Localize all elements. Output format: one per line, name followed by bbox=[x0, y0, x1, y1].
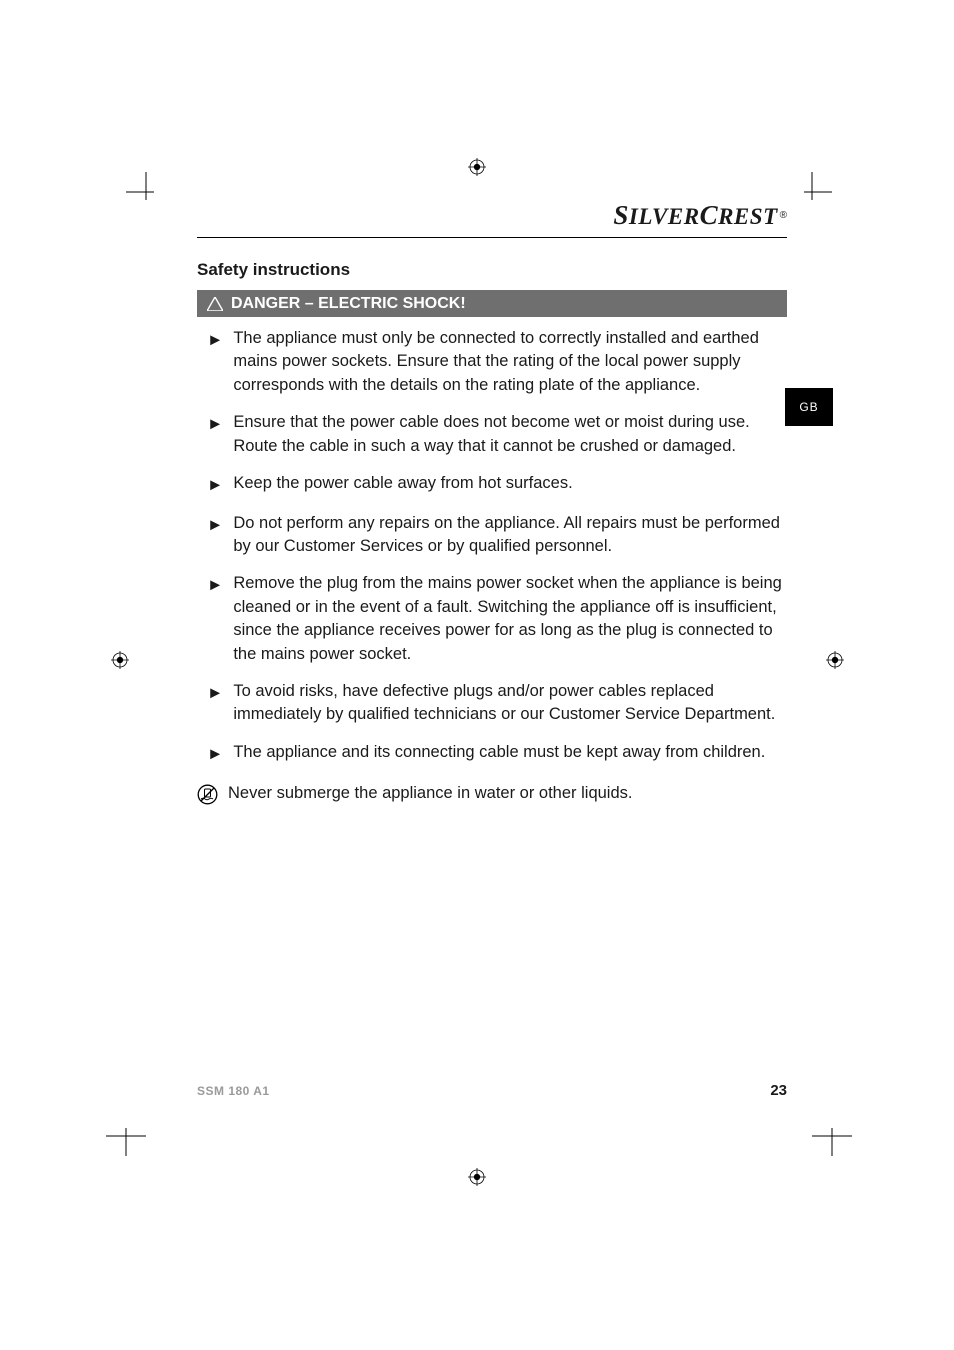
page-footer: SSM 180 A1 23 bbox=[197, 1082, 787, 1099]
bullet-text: Remove the plug from the mains power soc… bbox=[233, 572, 787, 666]
language-tab-label: GB bbox=[799, 400, 818, 414]
bullet-list: ► The appliance must only be connected t… bbox=[197, 327, 787, 766]
bullet-text: Ensure that the power cable does not bec… bbox=[233, 411, 787, 458]
bullet-marker-icon: ► bbox=[207, 741, 223, 766]
bullet-marker-icon: ► bbox=[207, 472, 223, 497]
danger-bar: DANGER – ELECTRIC SHOCK! bbox=[197, 290, 787, 317]
content-area: SILVERCREST® Safety instructions DANGER … bbox=[197, 200, 787, 806]
list-item: ► The appliance must only be connected t… bbox=[197, 327, 787, 397]
list-item: ► Ensure that the power cable does not b… bbox=[197, 411, 787, 458]
registration-mark-icon bbox=[468, 158, 486, 176]
danger-label: DANGER – ELECTRIC SHOCK! bbox=[231, 295, 466, 313]
list-item: ► Remove the plug from the mains power s… bbox=[197, 572, 787, 666]
crop-mark-icon bbox=[812, 1116, 852, 1156]
no-submerge-text: Never submerge the appliance in water or… bbox=[228, 782, 632, 805]
registered-mark-icon: ® bbox=[780, 210, 787, 221]
bullet-marker-icon: ► bbox=[207, 512, 223, 559]
list-item: ► To avoid risks, have defective plugs a… bbox=[197, 680, 787, 727]
list-item: ► Keep the power cable away from hot sur… bbox=[197, 472, 787, 497]
bullet-text: To avoid risks, have defective plugs and… bbox=[233, 680, 787, 727]
model-number: SSM 180 A1 bbox=[197, 1084, 270, 1098]
brand-logo: SILVERCREST® bbox=[197, 200, 787, 231]
bullet-text: Keep the power cable away from hot surfa… bbox=[233, 472, 787, 497]
crop-mark-icon bbox=[792, 172, 832, 212]
no-submerge-icon bbox=[197, 784, 218, 805]
bullet-text: The appliance must only be connected to … bbox=[233, 327, 787, 397]
list-item: ► Do not perform any repairs on the appl… bbox=[197, 512, 787, 559]
language-tab: GB bbox=[785, 388, 833, 426]
bullet-marker-icon: ► bbox=[207, 572, 223, 666]
registration-mark-icon bbox=[468, 1168, 486, 1186]
page-root: GB SILVERCREST® Safety instructions DANG… bbox=[0, 0, 954, 1350]
no-submerge-row: Never submerge the appliance in water or… bbox=[197, 782, 787, 805]
bullet-marker-icon: ► bbox=[207, 327, 223, 397]
bullet-text: The appliance and its connecting cable m… bbox=[233, 741, 787, 766]
crop-mark-icon bbox=[106, 1116, 146, 1156]
bullet-marker-icon: ► bbox=[207, 680, 223, 727]
header-rule bbox=[197, 237, 787, 238]
list-item: ► The appliance and its connecting cable… bbox=[197, 741, 787, 766]
brand-name: SILVERCREST bbox=[613, 204, 777, 229]
bullet-text: Do not perform any repairs on the applia… bbox=[233, 512, 787, 559]
registration-mark-icon bbox=[111, 651, 129, 669]
safety-heading: Safety instructions bbox=[197, 260, 787, 280]
registration-mark-icon bbox=[826, 651, 844, 669]
crop-mark-icon bbox=[126, 172, 166, 212]
page-number: 23 bbox=[770, 1082, 787, 1099]
warning-triangle-icon bbox=[207, 297, 223, 311]
bullet-marker-icon: ► bbox=[207, 411, 223, 458]
